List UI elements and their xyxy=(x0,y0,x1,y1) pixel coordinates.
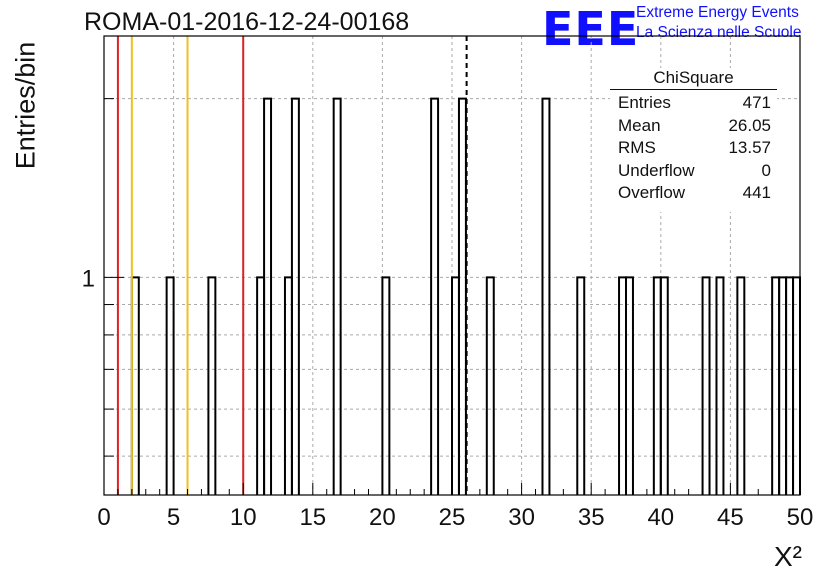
histogram-bin xyxy=(625,276,634,495)
histogram-bin xyxy=(771,276,781,495)
x-tick-label: 25 xyxy=(439,504,466,531)
stats-row-underflow: Underflow 0 xyxy=(610,160,777,183)
stats-label: Underflow xyxy=(618,160,695,180)
x-tick-label: 40 xyxy=(647,504,674,531)
histogram-bin xyxy=(283,276,293,495)
x-tick-label: 50 xyxy=(787,504,814,531)
stats-row-rms: RMS 13.57 xyxy=(610,137,777,160)
histogram-bin xyxy=(332,97,342,495)
histogram-bin xyxy=(701,276,711,495)
logo-line-1: Extreme Energy Events xyxy=(636,4,799,21)
histogram-bin xyxy=(652,276,662,495)
histogram-bin xyxy=(430,97,440,495)
histogram-bin xyxy=(130,276,140,495)
histogram-bin xyxy=(457,97,467,495)
histogram-bin xyxy=(715,276,725,495)
x-tick-label: 35 xyxy=(578,504,605,531)
logo-line-2: La Scienza nelle Scuole xyxy=(636,24,802,41)
chart-title: ROMA-01-2016-12-24-00168 xyxy=(84,8,410,36)
histogram-bin xyxy=(576,276,586,495)
stats-title: ChiSquare xyxy=(653,68,734,87)
x-tick-label: 45 xyxy=(717,504,744,531)
stats-value: 26.05 xyxy=(728,115,771,135)
histogram-bin xyxy=(381,276,391,495)
histogram-bin xyxy=(165,276,175,495)
histogram-bin xyxy=(485,276,495,495)
histogram-bin xyxy=(778,276,788,495)
x-tick-label: 10 xyxy=(230,504,257,531)
stats-divider xyxy=(610,89,777,90)
histogram-bin xyxy=(785,276,795,495)
stats-label: Mean xyxy=(618,115,661,135)
x-tick-label: 5 xyxy=(167,504,180,531)
stats-label: Entries xyxy=(618,93,671,112)
histogram-bin xyxy=(207,276,217,495)
stats-label: RMS xyxy=(618,138,656,157)
histogram-bin xyxy=(263,97,273,495)
histogram-bin xyxy=(792,276,801,495)
stats-value: 441 xyxy=(742,183,771,202)
x-axis-label: X² xyxy=(774,541,802,572)
x-tick-label: 20 xyxy=(369,504,396,531)
stats-box: ChiSquare Entries 471 Mean 26.05 RMS 13.57 … xyxy=(610,68,777,212)
y-tick-label: 1 xyxy=(82,265,95,292)
stats-row-entries: Entries 471 xyxy=(610,92,777,115)
eee-logo: EEE xyxy=(542,2,640,56)
histogram-bin xyxy=(290,97,300,495)
histogram-bin xyxy=(736,276,746,495)
histogram-bin xyxy=(451,276,460,495)
stats-value: 0 xyxy=(761,160,771,180)
x-tick-label: 15 xyxy=(299,504,326,531)
stats-value: 13.57 xyxy=(728,138,771,157)
stats-label: Overflow xyxy=(618,183,686,202)
stats-value: 471 xyxy=(742,93,771,112)
x-tick-label: 30 xyxy=(508,504,535,531)
stats-row-mean: Mean 26.05 xyxy=(610,115,777,138)
histogram-bin xyxy=(618,276,627,495)
histogram-bin xyxy=(659,276,669,495)
histogram-bin xyxy=(256,276,266,495)
histogram-bin xyxy=(541,97,551,495)
stats-row-overflow: Overflow 441 xyxy=(610,182,777,205)
x-tick-label: 0 xyxy=(97,504,110,531)
